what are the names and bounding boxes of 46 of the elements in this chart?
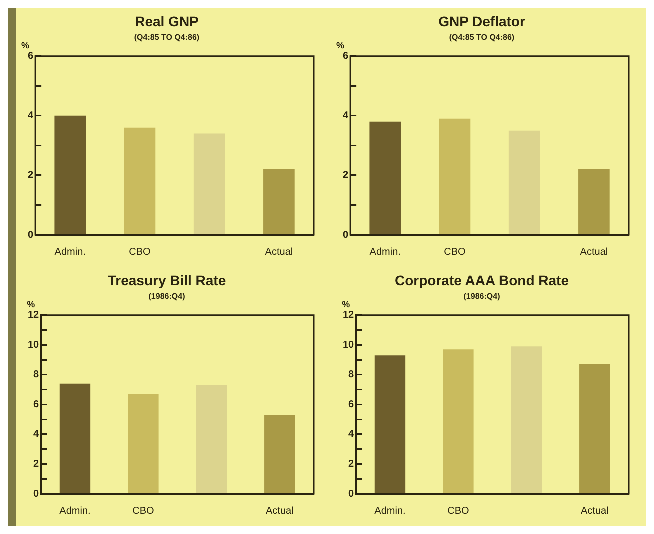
y-tick-label: 4 (348, 429, 355, 440)
y-tick-label: 6 (28, 51, 34, 62)
x-tick-label: Actual (580, 246, 608, 258)
x-tick-label: Actual (266, 506, 294, 517)
y-tick-label: 0 (34, 488, 40, 500)
chart-subtitle: (1986:Q4) (464, 292, 501, 301)
y-tick-label: 2 (343, 170, 349, 182)
chart-subtitle: (Q4:85 TO Q4:86) (449, 32, 515, 42)
y-tick-label: 8 (348, 370, 355, 381)
x-tick-label: CBO (129, 246, 152, 258)
x-tick-label: CBO (444, 246, 466, 258)
y-tick-label: 2 (28, 170, 34, 182)
y-tick-label: 0 (343, 230, 349, 241)
y-tick-label: 4 (343, 110, 349, 122)
chart-title: GNP Deflator (438, 13, 526, 30)
x-tick-label: CBO (132, 506, 155, 517)
chart-title: Real GNP (135, 13, 199, 30)
y-tick-label: 2 (348, 458, 355, 470)
y-tick-label: 2 (34, 458, 40, 470)
y-tick-label: 6 (348, 399, 355, 410)
y-axis-title: % (22, 40, 30, 50)
x-tick-label: Actual (265, 246, 294, 258)
x-tick-label: Admin. (60, 506, 91, 517)
chart-title: Treasury Bill Rate (108, 272, 226, 288)
chart-subtitle: (Q4:85 TO Q4:86) (134, 32, 200, 42)
y-tick-label: 10 (28, 340, 40, 351)
y-tick-label: 6 (343, 51, 349, 62)
y-axis-title: % (342, 299, 350, 310)
x-tick-label: Admin. (374, 506, 406, 517)
y-tick-label: 8 (34, 370, 40, 381)
y-tick-label: 0 (28, 230, 34, 241)
chart-subtitle: (1986:Q4) (148, 292, 186, 301)
y-tick-label: 4 (34, 429, 40, 440)
y-axis-title: % (336, 40, 345, 50)
y-tick-label: 12 (28, 310, 40, 322)
y-tick-label: 10 (343, 340, 355, 351)
chart-title: Corporate AAA Bond Rate (395, 272, 570, 288)
x-tick-label: Actual (580, 506, 609, 517)
x-tick-label: CBO (448, 506, 470, 517)
y-tick-label: 6 (34, 399, 40, 410)
y-tick-label: 12 (343, 310, 355, 322)
y-tick-label: 4 (28, 110, 34, 122)
y-axis-title: % (27, 299, 36, 310)
x-tick-label: Admin. (54, 246, 86, 258)
x-tick-label: Admin. (370, 246, 401, 258)
y-tick-label: 0 (348, 488, 355, 500)
